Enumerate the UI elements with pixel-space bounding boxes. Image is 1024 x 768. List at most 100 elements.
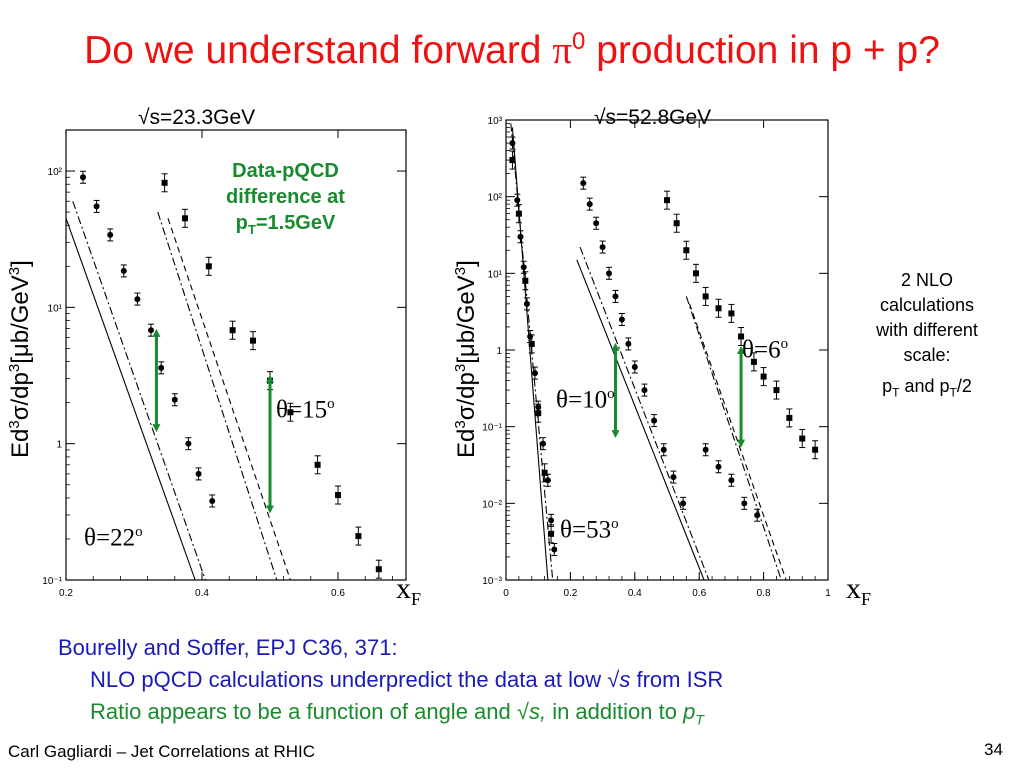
chart-1-nlo-curve-3 bbox=[157, 211, 278, 581]
chart-2-data-point bbox=[528, 340, 535, 347]
chart-2-data-point bbox=[702, 293, 709, 300]
chart-2-data-point bbox=[754, 512, 761, 519]
angle-label-10: θ=10o bbox=[556, 386, 615, 414]
chart-2-xtick-label: 0.4 bbox=[628, 588, 642, 599]
chart-2-data-point bbox=[683, 247, 690, 254]
chart-1-data-point bbox=[375, 566, 382, 573]
chart-2-data-point bbox=[702, 446, 709, 453]
chart-1-data-point bbox=[182, 215, 188, 222]
chart-1-data-point bbox=[158, 364, 165, 371]
chart-2-data-point bbox=[660, 446, 667, 453]
angle-label-53: θ=53o bbox=[560, 516, 619, 544]
chart-2-data-point bbox=[544, 477, 551, 484]
chart-2-nlo-curve-6 bbox=[689, 303, 787, 581]
chart-2-data-point bbox=[580, 180, 587, 187]
chart-1-data-point bbox=[314, 461, 321, 468]
citation-line-2: NLO pQCD calculations underpredict the d… bbox=[90, 667, 724, 692]
chart-1-xtick-label: 0.4 bbox=[195, 588, 209, 599]
chart-2-data-point bbox=[692, 270, 699, 277]
citation-line-1: Bourelly and Soffer, EPJ C36, 371: bbox=[58, 635, 398, 660]
chart-2-data-point bbox=[515, 210, 522, 217]
page-number: 34 bbox=[984, 740, 1003, 759]
chart-1-data-point bbox=[171, 396, 178, 403]
chart-2-data-point bbox=[548, 517, 555, 524]
chart-2-data-point bbox=[664, 197, 670, 204]
chart-2-data-point bbox=[599, 244, 606, 251]
chart-2-data-point bbox=[738, 333, 745, 340]
chart-2-data-point bbox=[520, 264, 527, 271]
chart-1-data-point bbox=[148, 327, 154, 334]
chart-2-data-point bbox=[773, 387, 780, 394]
chart-1-frame bbox=[65, 129, 407, 581]
chart-2-data-point bbox=[715, 463, 722, 470]
chart-2-data-point bbox=[741, 500, 748, 507]
chart-2-data-point bbox=[509, 157, 516, 164]
chart-2-data-point bbox=[593, 220, 600, 227]
chart-2-data-point bbox=[673, 220, 680, 227]
chart-1-ytick-label: 10⁻¹ bbox=[42, 576, 62, 587]
chart-2-data-point bbox=[548, 530, 555, 537]
chart-2-data-point bbox=[799, 435, 806, 442]
chart-2-data-point bbox=[551, 546, 558, 553]
angle-label-15: θ=15o bbox=[276, 396, 335, 424]
chart-2-data-point bbox=[625, 340, 632, 347]
chart-2-data-point bbox=[728, 477, 735, 484]
chart-2-data-point bbox=[715, 305, 722, 312]
chart-1-xtick-label: 0.2 bbox=[59, 588, 73, 599]
chart-1-data-point bbox=[161, 179, 168, 186]
chart-2-data-point bbox=[786, 414, 793, 421]
chart-2-data-point bbox=[728, 310, 735, 317]
y-axis-label-right: Ed3σ/dp3[μb/GeV3] bbox=[452, 260, 480, 458]
chart-1-data-point bbox=[209, 497, 216, 504]
x-axis-label-left: xF bbox=[396, 572, 422, 609]
chart-1-data-point bbox=[80, 174, 86, 181]
chart-1-nlo-curve-4 bbox=[167, 218, 291, 581]
chart-2-xtick-label: 0.6 bbox=[692, 588, 706, 599]
chart-2-ytick-label: 1 bbox=[496, 346, 502, 357]
chart-1-data-point bbox=[93, 203, 100, 210]
panel-1-title: √s=23.3GeV bbox=[138, 106, 256, 129]
chart-2-ytick-label: 10³ bbox=[488, 116, 503, 127]
chart-2-data-point bbox=[641, 387, 648, 394]
chart-1-data-point bbox=[120, 267, 127, 274]
citation-line-3: Ratio appears to be a function of angle … bbox=[90, 699, 704, 728]
chart-1-data-point bbox=[134, 296, 141, 303]
chart-1-data-point bbox=[335, 492, 341, 499]
citation-block: Bourelly and Soffer, EPJ C36, 371: NLO p… bbox=[58, 632, 723, 735]
chart-1-xtick-label: 0.6 bbox=[331, 588, 345, 599]
chart-2-data-point bbox=[540, 440, 547, 447]
chart-1-data-point bbox=[287, 409, 294, 416]
chart-2-ytick-label: 10¹ bbox=[488, 269, 503, 280]
chart-2-data-point bbox=[535, 410, 542, 417]
chart-2-data-point bbox=[586, 201, 593, 208]
chart-2-data-point bbox=[612, 293, 619, 300]
angle-label-22: θ=22o bbox=[84, 524, 143, 552]
chart-2-nlo-curve-5 bbox=[685, 296, 782, 581]
chart-2-data-point bbox=[531, 370, 538, 377]
nlo-annotation: 2 NLO calculations with different scale:… bbox=[876, 270, 978, 400]
chart-2-data-point bbox=[670, 474, 677, 481]
footer-author: Carl Gagliardi – Jet Correlations at RHI… bbox=[8, 742, 316, 761]
chart-2-ytick-label: 10² bbox=[488, 193, 503, 204]
chart-2-data-point bbox=[651, 417, 658, 424]
chart-2-data-point bbox=[618, 316, 625, 323]
chart-1-data-point bbox=[205, 263, 212, 270]
y-axis-label-left: Ed3σ/dp3[μb/GeV3] bbox=[6, 260, 34, 458]
chart-2-data-point bbox=[514, 197, 521, 204]
chart-2-data-point bbox=[523, 300, 530, 307]
chart-1-data-point bbox=[355, 533, 362, 540]
chart-1-data-point bbox=[195, 470, 202, 477]
chart-2-data-point bbox=[760, 373, 767, 380]
data-pqcd-annotation: Data-pQCD difference at pT=1.5GeV bbox=[226, 160, 345, 237]
chart-2-data-point bbox=[750, 358, 757, 365]
chart-2-xtick-label: 0.8 bbox=[757, 588, 771, 599]
x-axis-label-right: xF bbox=[846, 572, 872, 609]
chart-2-data-point bbox=[812, 446, 819, 453]
chart-2-nlo-curve-3 bbox=[576, 259, 705, 581]
chart-2-ytick-label: 10⁻³ bbox=[482, 576, 502, 587]
chart-1-nlo-curve-2 bbox=[72, 201, 206, 581]
chart-1-data-point bbox=[185, 440, 192, 447]
chart-2-data-point bbox=[631, 364, 638, 371]
chart-2-xtick-label: 0.2 bbox=[563, 588, 577, 599]
chart-2-data-point bbox=[606, 270, 613, 277]
